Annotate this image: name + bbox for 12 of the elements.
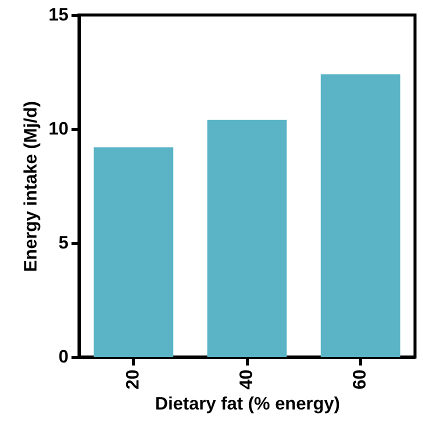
y-tick-label: 15	[48, 4, 68, 24]
x-tick-label: 60	[350, 370, 370, 390]
y-tick-label: 5	[58, 232, 68, 252]
bar	[207, 120, 287, 357]
y-axis-title: Energy intake (Mj/d)	[20, 100, 40, 272]
y-tick-label: 0	[58, 346, 68, 366]
bar	[320, 74, 400, 357]
bar	[94, 147, 174, 357]
y-tick-label: 10	[48, 118, 68, 138]
x-tick-label: 40	[236, 370, 256, 390]
x-tick-label: 20	[122, 370, 142, 390]
x-axis-title: Dietary fat (% energy)	[154, 394, 340, 414]
